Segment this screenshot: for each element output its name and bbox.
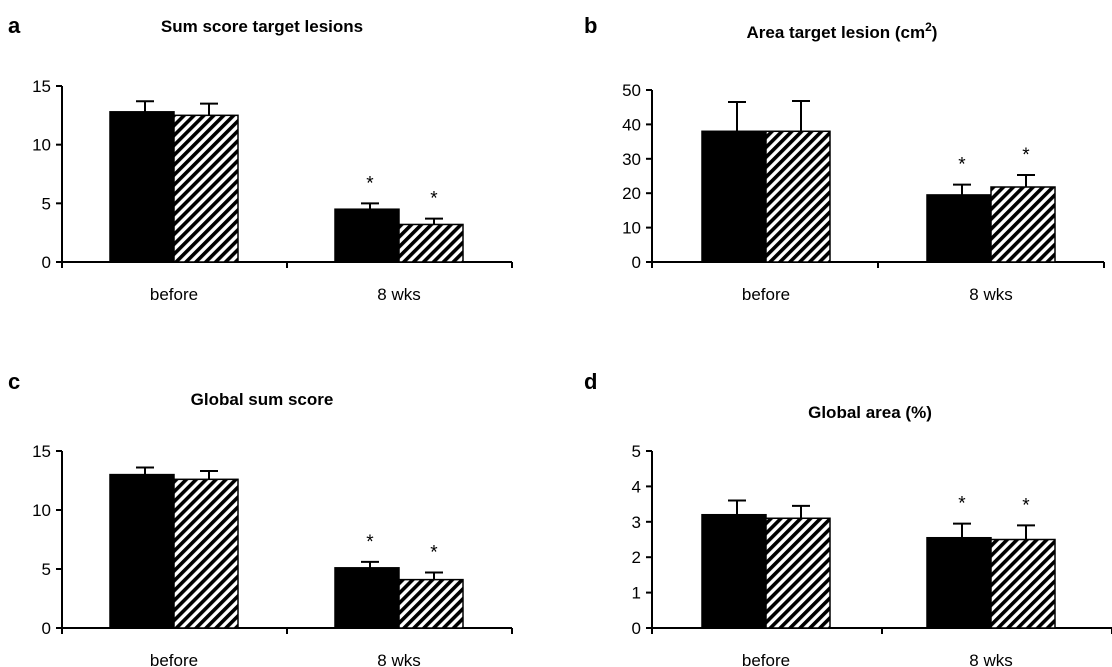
bar (398, 578, 464, 629)
significance-marker: * (958, 155, 966, 176)
bar (334, 567, 400, 629)
x-category-label: 8 wks (377, 285, 420, 304)
chart-title-suffix: ) (932, 23, 938, 42)
chart-title: Sum score target lesions (161, 17, 363, 36)
bar (109, 111, 175, 263)
y-tick-label: 10 (622, 219, 641, 238)
y-tick-label: 10 (32, 136, 51, 155)
panel-letter: a (8, 13, 21, 38)
x-category-label: before (742, 285, 790, 304)
x-category-label: before (742, 651, 790, 667)
x-category-label: 8 wks (377, 651, 420, 667)
x-category-label: before (150, 651, 198, 667)
bar (109, 473, 175, 629)
chart-title-superscript: 2 (925, 20, 932, 34)
x-category-label: 8 wks (969, 651, 1012, 667)
bar (701, 513, 767, 629)
y-tick-label: 2 (632, 548, 641, 567)
x-category-label: before (150, 285, 198, 304)
bar (701, 130, 767, 263)
y-tick-label: 0 (42, 619, 51, 638)
y-tick-label: 40 (622, 115, 641, 134)
y-tick-label: 5 (42, 560, 51, 579)
chart-panel-c: c Global sum score 0 5 10 15 before 8 wks * * (8, 369, 513, 667)
chart-panel-a: a Sum score target lesions 0 5 10 15 before 8 w… (8, 13, 513, 304)
y-tick-label: 5 (632, 442, 641, 461)
bar (398, 223, 464, 263)
y-tick-label: 5 (42, 194, 51, 213)
panel-letter: c (8, 369, 20, 394)
y-tick-label: 10 (32, 501, 51, 520)
significance-marker: * (958, 494, 966, 515)
bar (990, 538, 1056, 629)
y-tick-label: 20 (622, 184, 641, 203)
y-tick-label: 0 (42, 253, 51, 272)
panel-letter: b (584, 13, 597, 38)
y-tick-label: 15 (32, 77, 51, 96)
y-tick-label: 1 (632, 584, 641, 603)
bar (173, 114, 239, 263)
significance-marker: * (1022, 495, 1030, 516)
y-tick-label: 0 (632, 253, 641, 272)
y-tick-label: 3 (632, 513, 641, 532)
bar (765, 517, 831, 629)
chart-title: Global area (%) (808, 403, 932, 422)
bar (765, 130, 831, 263)
panel-letter: d (584, 369, 597, 394)
significance-marker: * (430, 189, 438, 210)
significance-marker: * (366, 532, 374, 553)
chart-title: Global sum score (191, 390, 334, 409)
bar (173, 478, 239, 629)
chart-panel-b: b Area target lesion (cm2) 0 10 20 30 40 50 befo… (584, 13, 1105, 304)
chart-panel-d: d Global area (%) 0 1 2 3 4 5 before 8 wks * * (584, 369, 1112, 667)
chart-title-text: Sum score target lesions (161, 17, 363, 36)
significance-marker: * (366, 173, 374, 194)
chart-title-text: Global sum score (191, 390, 334, 409)
y-tick-label: 0 (632, 619, 641, 638)
bar (334, 208, 400, 263)
chart-title: Area target lesion (cm2) (747, 20, 938, 42)
significance-marker: * (430, 543, 438, 564)
y-tick-label: 15 (32, 442, 51, 461)
bar (926, 536, 992, 629)
y-tick-label: 50 (622, 81, 641, 100)
bar (990, 186, 1056, 263)
y-tick-label: 30 (622, 150, 641, 169)
y-tick-label: 4 (632, 477, 641, 496)
x-category-label: 8 wks (969, 285, 1012, 304)
bar (926, 194, 992, 263)
chart-title-text: Global area (%) (808, 403, 932, 422)
chart-title-text: Area target lesion (cm (747, 23, 926, 42)
significance-marker: * (1022, 145, 1030, 166)
